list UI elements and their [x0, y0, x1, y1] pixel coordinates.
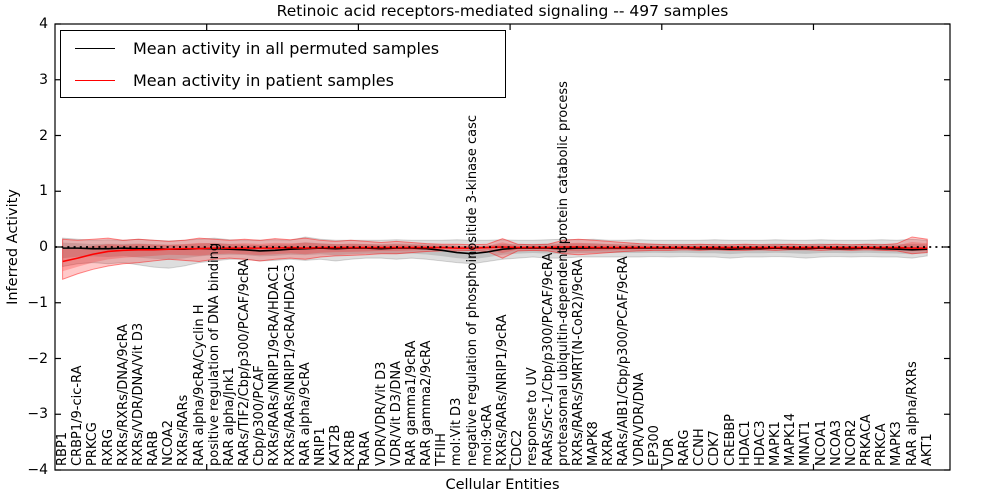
legend-item-patient: Mean activity in patient samples: [61, 64, 505, 96]
y-tick-label: 0: [39, 239, 48, 255]
legend-label-patient: Mean activity in patient samples: [133, 70, 394, 90]
x-axis-label: Cellular Entities: [445, 477, 560, 493]
y-tick-label: 3: [39, 71, 48, 88]
mean-lines: [55, 246, 950, 263]
permuted-band-outer: [62, 236, 928, 269]
legend-item-permuted: Mean activity in all permuted samples: [61, 32, 505, 64]
confidence-bands: [62, 236, 928, 281]
chart-title: Retinoic acid receptors-mediated signali…: [276, 2, 729, 20]
y-tick-label: 1: [39, 183, 48, 200]
axes-frame-and-ticks: [54, 23, 951, 471]
y-tick-label: −2: [27, 350, 48, 367]
legend-label-permuted: Mean activity in all permuted samples: [133, 38, 440, 58]
y-tick-label: −4: [27, 462, 48, 478]
legend: Mean activity in all permuted samples Me…: [60, 30, 506, 98]
y-tick-label: 4: [39, 16, 48, 32]
y-tick-label: −1: [27, 294, 48, 311]
permuted-line-swatch: [75, 47, 115, 49]
y-tick-label: 2: [39, 127, 48, 144]
patient-line-swatch: [75, 79, 115, 81]
patient-mean-line: [62, 246, 928, 263]
y-tick-label: −3: [27, 406, 48, 423]
